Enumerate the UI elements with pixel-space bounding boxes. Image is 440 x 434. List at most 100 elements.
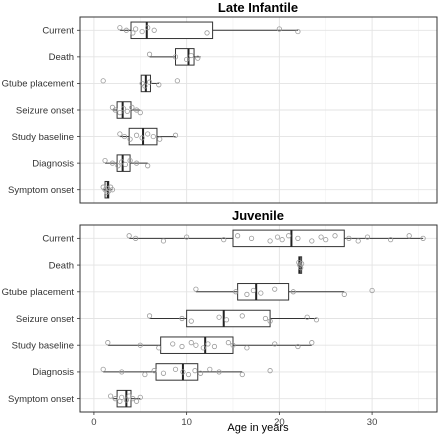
data-point: [188, 52, 194, 59]
data-point: [225, 340, 231, 346]
data-point: [180, 369, 186, 375]
panel-border: [79, 16, 438, 204]
data-point: [244, 291, 250, 297]
panel-top: Late Infantile Current Death Gtube placeme…: [2, 0, 438, 204]
box-study-baseline: [107, 336, 312, 354]
box-diagnosis: [105, 154, 148, 172]
data-point: [120, 106, 127, 112]
data-point: [115, 163, 121, 169]
category-label-death: Death: [49, 260, 74, 271]
category-label-current: Current: [42, 234, 74, 245]
data-point: [109, 104, 116, 111]
panel-border: [79, 224, 438, 413]
data-point: [262, 315, 269, 322]
data-point: [193, 342, 199, 348]
box-study-baseline: [119, 127, 176, 146]
data-point: [130, 30, 136, 36]
data-point: [121, 133, 128, 140]
data-point: [126, 233, 132, 239]
data-point: [102, 157, 108, 164]
category-label-gtube-placement: Gtube placement: [2, 287, 75, 298]
data-point: [341, 291, 347, 297]
data-point: [123, 27, 129, 33]
data-point: [133, 26, 139, 32]
data-point: [193, 286, 199, 292]
iqr-box: [175, 48, 195, 66]
data-point: [279, 237, 285, 243]
data-point: [313, 317, 320, 323]
data-point: [172, 132, 179, 138]
data-point: [230, 342, 236, 348]
data-point: [248, 235, 255, 241]
category-label-diagnosis: Diagnosis: [32, 367, 74, 378]
data-point: [332, 233, 338, 239]
category-label-gtube-placement: Gtube placement: [2, 79, 75, 90]
data-point: [145, 163, 151, 169]
data-point: [295, 28, 301, 35]
data-point: [304, 314, 310, 320]
iqr-box: [237, 283, 290, 301]
data-point: [299, 261, 305, 267]
category-label-seizure-onset: Seizure onset: [16, 105, 74, 116]
data-point: [406, 233, 412, 239]
data-point: [420, 235, 426, 241]
iqr-box: [130, 21, 214, 40]
data-point: [117, 110, 123, 116]
data-point: [151, 27, 157, 33]
data-point: [323, 237, 329, 243]
data-point: [244, 345, 250, 351]
data-point: [156, 345, 162, 351]
data-point: [105, 340, 111, 346]
data-point: [172, 54, 179, 60]
x-tick-label: 30: [367, 417, 378, 428]
data-point: [276, 26, 282, 32]
box-current: [119, 21, 298, 40]
data-point: [274, 234, 281, 240]
category-label-symptom-onset: Symptom onset: [8, 185, 74, 196]
data-point: [126, 393, 132, 399]
iqr-box: [155, 363, 199, 381]
category-label-current: Current: [42, 26, 74, 37]
data-point: [346, 235, 352, 241]
data-point: [179, 343, 185, 350]
data-point: [250, 287, 256, 294]
data-point: [127, 157, 133, 164]
data-point: [142, 83, 148, 89]
data-point: [151, 368, 157, 374]
iqr-box: [116, 389, 132, 408]
data-point: [388, 237, 394, 243]
data-point: [100, 78, 106, 84]
panel-title-late-infantile: Late Infantile: [218, 0, 298, 15]
x-tick-label: 10: [181, 417, 192, 428]
data-point: [117, 131, 123, 137]
data-point: [119, 159, 125, 165]
data-point: [267, 368, 273, 374]
data-point: [188, 340, 194, 346]
data-point: [355, 238, 361, 244]
data-point: [109, 187, 116, 193]
data-point: [119, 369, 125, 375]
data-point: [108, 393, 114, 399]
data-point: [133, 398, 140, 404]
data-point: [146, 79, 153, 85]
data-point: [137, 394, 143, 400]
data-point: [239, 371, 245, 378]
data-point: [296, 259, 302, 266]
data-point: [123, 397, 129, 403]
x-tick-label: 0: [91, 417, 96, 428]
x-axis: 0 10 20 30: [91, 412, 377, 428]
data-point: [139, 28, 145, 35]
category-label-study-baseline: Study baseline: [12, 132, 74, 143]
data-point: [124, 108, 130, 114]
data-point: [156, 82, 162, 88]
data-point: [192, 368, 198, 374]
data-point: [286, 233, 292, 239]
data-point: [170, 341, 176, 347]
data-point: [109, 160, 116, 166]
data-point: [130, 396, 136, 402]
data-point: [157, 136, 163, 142]
data-point: [127, 136, 133, 142]
data-point: [309, 340, 315, 346]
data-point: [146, 51, 153, 57]
data-point: [204, 30, 210, 36]
